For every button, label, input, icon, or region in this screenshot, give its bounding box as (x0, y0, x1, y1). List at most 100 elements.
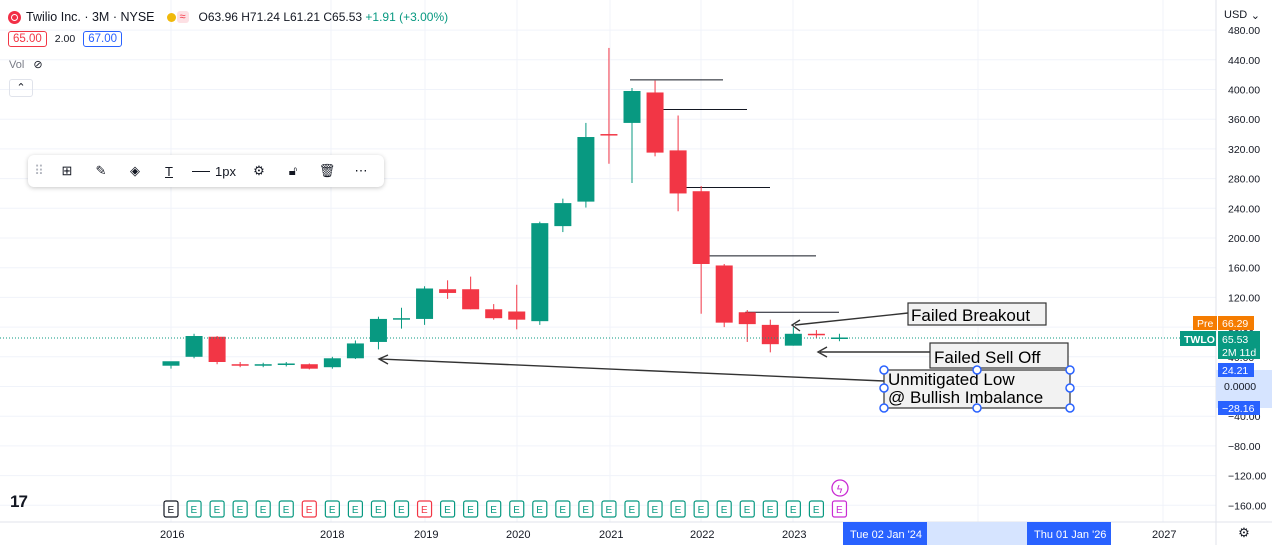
settings-icon[interactable]: ⚙ (253, 163, 265, 178)
symbol-header: Twilio Inc. · 3M · NYSE ≈ O63.96 H71.24 … (8, 8, 448, 26)
market-status-icon[interactable] (166, 12, 176, 22)
x-tick-label: 2023 (782, 529, 806, 541)
earnings-marker-icon[interactable] (347, 500, 363, 518)
earnings-marker-icon[interactable] (739, 500, 755, 518)
earnings-marker-letter: E (214, 505, 221, 516)
earnings-marker-icon[interactable] (555, 500, 571, 518)
chart-settings-icon[interactable]: ⚙ (1238, 525, 1250, 540)
earnings-marker-icon[interactable] (278, 500, 294, 518)
earnings-marker-icon[interactable] (647, 500, 663, 518)
symbol-title[interactable]: Twilio Inc. · 3M · NYSE (26, 10, 155, 24)
handle[interactable] (1065, 365, 1075, 375)
unmitigated-box (883, 369, 1071, 409)
data-wave-icon[interactable]: ≈ (176, 11, 189, 23)
earnings-marker-icon[interactable] (440, 500, 456, 518)
candle-body (508, 311, 526, 320)
last-price-bg (1218, 331, 1260, 359)
delete-icon[interactable]: 🗑︎ (318, 163, 336, 178)
candle-body (669, 150, 687, 194)
x-tick-label: 2018 (320, 529, 344, 541)
handle[interactable] (879, 383, 889, 393)
earnings-marker-icon[interactable] (486, 500, 502, 518)
candle-body (738, 312, 756, 325)
earnings-marker-icon[interactable] (463, 500, 479, 518)
earnings-marker-icon[interactable] (762, 500, 778, 518)
earnings-marker-icon[interactable] (324, 500, 340, 518)
earnings-marker-letter: E (675, 505, 682, 516)
date-right-bg (1027, 522, 1111, 545)
countdown: 2M 11d (1222, 347, 1256, 359)
handle[interactable] (879, 403, 889, 413)
earnings-marker-icon[interactable] (301, 500, 317, 518)
volume-legend[interactable]: Vol ⊘ (9, 58, 43, 71)
line-width-icon (192, 170, 211, 172)
y-tick-label: 360.00 (1228, 114, 1260, 126)
candle-body (208, 336, 226, 362)
more-icon[interactable]: ⋯ (354, 163, 368, 178)
ask-button[interactable]: 67.00 (83, 31, 122, 47)
change-value: +1.91 (+3.00%) (365, 10, 449, 24)
earnings-marker-letter: E (421, 505, 428, 516)
flash-event-icon[interactable] (831, 479, 849, 497)
y-tick-label: 480.00 (1228, 25, 1260, 37)
earnings-marker-icon[interactable] (693, 500, 709, 518)
open-value: O63.96 (198, 10, 238, 24)
earnings-marker-icon[interactable] (624, 500, 640, 518)
handle[interactable] (1065, 403, 1075, 413)
x-tick-label: 2021 (599, 529, 623, 541)
earnings-marker-icon[interactable] (785, 500, 801, 518)
x-tick-label: 2016 (160, 529, 184, 541)
earnings-marker-icon[interactable] (186, 500, 202, 518)
bid-button[interactable]: 65.00 (8, 31, 47, 47)
handle[interactable] (879, 365, 889, 375)
earnings-marker-icon[interactable] (416, 500, 433, 518)
selection-handles (879, 365, 1075, 413)
drag-handle-icon[interactable]: ⠿ (34, 163, 44, 178)
lock-icon[interactable]: 🔓︎ (288, 163, 298, 178)
y-tick-label: −80.00 (1228, 441, 1261, 453)
earnings-marker-icon[interactable] (370, 500, 387, 518)
date-left-bg (843, 522, 927, 545)
earnings-marker-icon[interactable] (532, 500, 548, 518)
handle[interactable] (972, 403, 982, 413)
earnings-marker-letter: E (836, 505, 843, 516)
earnings-marker-icon[interactable] (255, 500, 271, 518)
collapse-legend-button[interactable]: ⌃ (9, 79, 33, 97)
range-bottom-bg (1218, 401, 1260, 415)
earnings-marker-letter: E (744, 505, 751, 516)
line-color-icon[interactable]: ✎ (95, 163, 107, 178)
tradingview-logo[interactable]: 17 (10, 492, 28, 511)
pre-price-bg (1218, 316, 1254, 330)
currency-select[interactable]: USD ⌄ (1220, 6, 1264, 24)
earnings-marker-icon[interactable] (232, 500, 248, 518)
candle-body (692, 191, 710, 264)
candle-body (646, 92, 664, 153)
earnings-marker-icon[interactable] (601, 500, 617, 518)
earnings-marker-icon[interactable] (509, 500, 525, 518)
earnings-marker-icon[interactable] (393, 500, 410, 518)
candle-body (554, 203, 572, 227)
candle-body (231, 364, 249, 366)
earnings-marker-icon[interactable] (578, 500, 594, 518)
earnings-marker-icon[interactable] (670, 500, 686, 518)
earnings-marker-icon[interactable] (163, 500, 179, 518)
candle-body (393, 318, 410, 320)
earnings-marker-icon[interactable] (831, 500, 848, 518)
earnings-marker-letter: E (698, 505, 705, 516)
earnings-marker-letter: E (306, 505, 313, 516)
earnings-marker-icon[interactable] (808, 500, 825, 518)
earnings-marker-icon[interactable] (209, 500, 225, 518)
handle[interactable] (972, 365, 982, 375)
earnings-marker-letter: E (767, 505, 774, 516)
y-tick-label: 440.00 (1228, 55, 1260, 67)
range-mid: 0.0000 (1224, 381, 1256, 393)
text-color-icon[interactable]: T (165, 163, 173, 179)
earnings-marker-icon[interactable] (716, 500, 732, 518)
handle[interactable] (1065, 383, 1075, 393)
template-icon[interactable]: ⊞ (61, 163, 73, 178)
fill-color-icon[interactable]: ◈ (130, 163, 140, 178)
chart-grid (0, 0, 1216, 522)
eye-hidden-icon[interactable]: ⊘ (33, 59, 43, 71)
line-width-button[interactable]: 1px (186, 155, 242, 187)
